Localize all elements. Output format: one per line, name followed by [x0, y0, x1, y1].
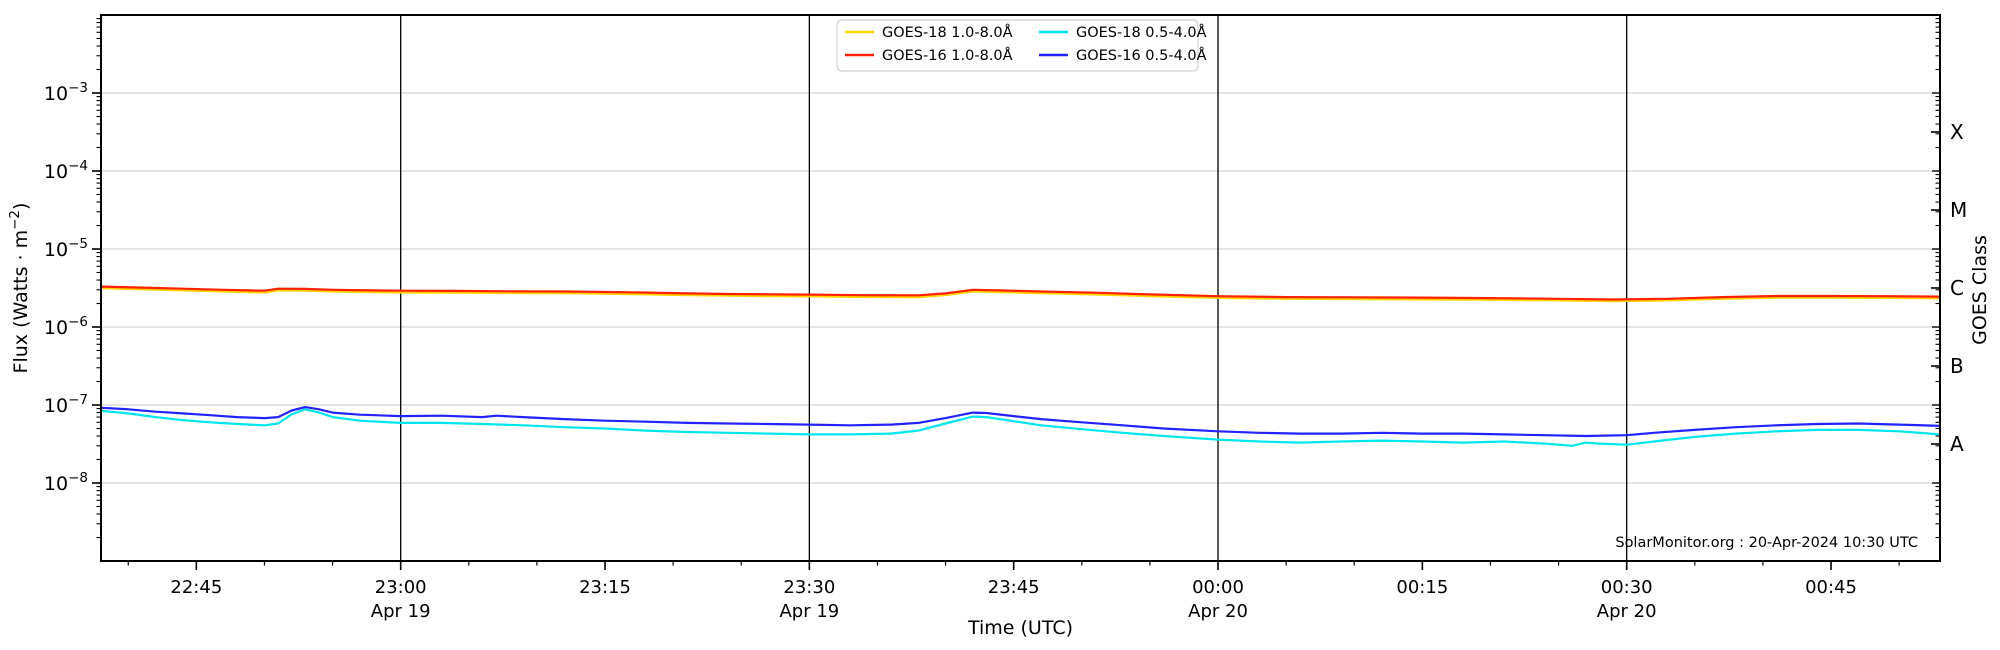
legend-label: GOES-18 0.5-4.0Å	[1076, 24, 1207, 41]
y-axis-title-left: Flux (Watts · m−2)	[7, 203, 32, 374]
x-date-label: Apr 20	[1188, 601, 1248, 622]
series-goes-16-1-0-8-0-	[99, 285, 1942, 301]
legend-entry: GOES-16 0.5-4.0Å	[1039, 47, 1207, 64]
x-tick-label: 23:30	[783, 577, 835, 598]
series-group	[99, 285, 1942, 447]
class-label-x: X	[1950, 120, 1964, 144]
x-tick-label: 22:45	[170, 577, 222, 598]
x-axis-title: Time (UTC)	[967, 617, 1073, 639]
legend-label: GOES-18 1.0-8.0Å	[882, 24, 1013, 41]
x-date-label: Apr 19	[779, 601, 839, 622]
date-vlines	[400, 15, 1628, 561]
x-tick-label: 00:30	[1601, 577, 1653, 598]
y-axis-left: 10−3 10−4 10−5 10−6 10−7 10−8 Flux (Watts · m−…	[7, 18, 1940, 539]
y-tick-label: 10−7	[44, 392, 88, 417]
x-tick-label: 23:00	[375, 577, 427, 598]
class-label-c: C	[1950, 276, 1964, 300]
y-tick-label: 10−8	[44, 470, 88, 495]
x-date-label: Apr 20	[1597, 601, 1657, 622]
legend-label: GOES-16 1.0-8.0Å	[882, 47, 1013, 64]
series-goes-18-1-0-8-0-	[99, 287, 1942, 303]
legend-label: GOES-16 0.5-4.0Å	[1076, 47, 1207, 64]
source-annotation: SolarMonitor.org : 20-Apr-2024 10:30 UTC	[1615, 535, 1918, 551]
legend-box	[836, 19, 1199, 72]
x-tick-label: 00:45	[1805, 577, 1857, 598]
x-tick-label: 23:15	[579, 577, 631, 598]
x-tick-label: 00:15	[1396, 577, 1448, 598]
decade-gridlines	[101, 92, 1940, 484]
x-axis: 22:45 23:00 Apr 19 23:15 23:30 Apr 19 23:45 00:…	[127, 561, 1900, 639]
x-tick-label: 00:00	[1192, 577, 1244, 598]
legend: GOES-18 1.0-8.0Å GOES-16 1.0-8.0Å GOES-18 …	[836, 19, 1207, 72]
series-goes-16-0-5-4-0-	[99, 406, 1942, 438]
y-tick-label: 10−6	[44, 314, 88, 339]
legend-entry: GOES-16 1.0-8.0Å	[845, 47, 1013, 64]
class-label-m: M	[1950, 198, 1967, 222]
y-tick-label: 10−3	[44, 80, 88, 105]
y-axis-title-right: GOES Class	[1969, 235, 1991, 345]
x-date-label: Apr 19	[371, 601, 431, 622]
y-tick-label: 10−4	[44, 158, 88, 183]
class-label-a: A	[1950, 432, 1964, 456]
y-tick-label: 10−5	[44, 236, 88, 261]
x-tick-label: 23:45	[988, 577, 1040, 598]
legend-entry: GOES-18 0.5-4.0Å	[1039, 24, 1207, 41]
series-goes-18-0-5-4-0-	[99, 408, 1942, 447]
legend-entry: GOES-18 1.0-8.0Å	[845, 24, 1013, 41]
y-axis-right: X M C B A GOES Class	[1931, 120, 1991, 456]
class-label-b: B	[1950, 354, 1964, 378]
